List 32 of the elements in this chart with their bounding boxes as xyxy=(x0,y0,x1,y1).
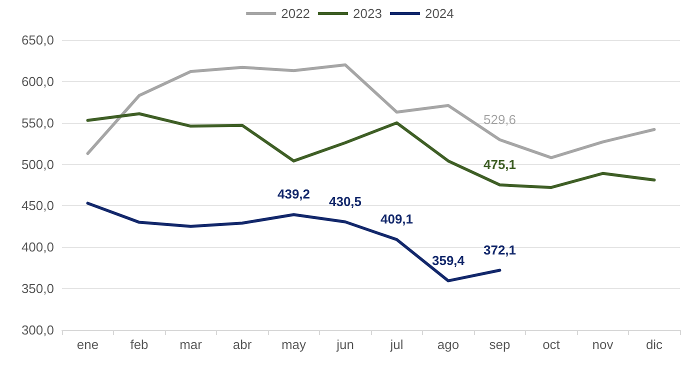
data-label: 439,2 xyxy=(277,186,310,202)
y-tick-label: 600,0 xyxy=(21,74,54,89)
y-tick-label: 400,0 xyxy=(21,240,54,255)
y-tick-label: 650,0 xyxy=(21,32,54,48)
data-label: 475,1 xyxy=(483,156,516,172)
data-label: 359,4 xyxy=(432,252,466,268)
x-tick-label: may xyxy=(281,337,307,352)
x-tick-label: feb xyxy=(130,337,148,352)
data-label: 529,6 xyxy=(483,112,516,127)
data-label: 409,1 xyxy=(380,212,414,227)
x-tick-label: jun xyxy=(336,337,354,352)
legend-label: 2024 xyxy=(424,6,454,21)
y-tick-label: 300,0 xyxy=(21,322,54,338)
x-tick-label: abr xyxy=(232,337,252,352)
x-tick-label: ago xyxy=(437,337,460,352)
y-tick-label: 350,0 xyxy=(21,281,54,296)
x-tick-label: mar xyxy=(180,337,203,352)
line-series xyxy=(86,112,656,189)
legend-label: 2023 xyxy=(353,6,382,21)
x-tick-label: jul xyxy=(389,337,404,352)
y-tick-label: 500,0 xyxy=(21,156,54,172)
x-tick-label: dic xyxy=(646,337,664,352)
x-tick-label: nov xyxy=(592,337,614,352)
x-tick-label: ene xyxy=(76,337,99,352)
x-tick-label: oct xyxy=(542,337,560,352)
data-label: 430,5 xyxy=(328,194,362,209)
data-label: 372,1 xyxy=(483,242,516,258)
line-series xyxy=(86,63,656,160)
y-tick-label: 450,0 xyxy=(21,198,54,214)
y-tick-label: 550,0 xyxy=(21,115,54,130)
x-tick-label: sep xyxy=(489,337,510,352)
legend-label: 2022 xyxy=(281,6,310,21)
